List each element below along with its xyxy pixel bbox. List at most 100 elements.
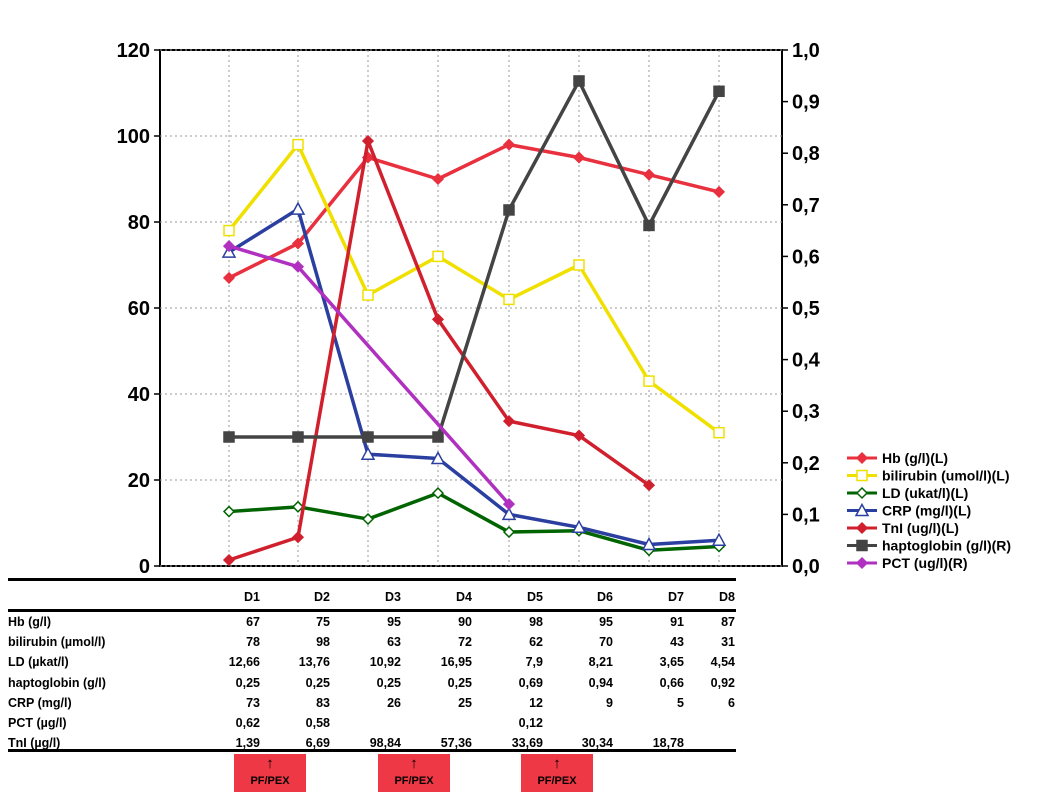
data-point [362, 431, 374, 443]
data-point [571, 519, 587, 534]
y-left-tick-label: 20 [128, 470, 150, 492]
y-right-tick-label: 0,4 [792, 350, 821, 372]
y-right-tick-label: 0,9 [792, 92, 820, 114]
data-point [502, 525, 516, 539]
table-cell: 7,9 [525, 655, 543, 670]
table-row-label: haptoglobin (g/l) [8, 675, 106, 690]
data-point [291, 500, 305, 513]
legend-label: CRP (mg/l)(L) [882, 503, 971, 519]
data-point [573, 75, 585, 87]
pf-pex-label: PF/PEX [537, 775, 577, 787]
table-cell: 73 [246, 695, 260, 710]
table-cell: 95 [387, 615, 401, 629]
table-cell: 33,69 [511, 736, 543, 751]
table-bottom-rule [8, 749, 736, 752]
table-cell: 3,65 [659, 655, 684, 670]
table-header-cell: D7 [668, 590, 684, 604]
data-point [641, 536, 657, 551]
data-point [502, 498, 516, 511]
data-point [431, 172, 445, 186]
data-point [430, 450, 446, 465]
data-point [432, 431, 444, 443]
table-cell: 16,95 [440, 655, 472, 670]
table-cell: 62 [529, 635, 543, 650]
data-point [290, 201, 306, 215]
data-point [572, 429, 586, 442]
data-point [223, 224, 235, 237]
table-row-label: CRP (mg/l) [8, 695, 72, 710]
table-cell: 0,92 [710, 675, 735, 690]
table-header-cell: D5 [527, 590, 543, 604]
data-point [432, 250, 444, 263]
y-left-tick-label: 40 [128, 384, 150, 406]
table-cell: 87 [721, 615, 735, 629]
table-cell: 0,12 [518, 716, 543, 730]
table-cell: 13,76 [298, 655, 330, 670]
data-point [713, 85, 725, 98]
y-axis-left: 0 20 40 60 80 100 120 [117, 40, 160, 578]
table-cell: 18,78 [652, 736, 684, 751]
table-cell: 43 [670, 635, 684, 650]
data-point [572, 151, 586, 164]
table-cell: 98,84 [369, 736, 401, 751]
table-cell: 98 [529, 615, 543, 629]
table-cell: 6 [728, 695, 735, 710]
table-header-cell: D3 [385, 590, 401, 604]
legend-marker [855, 521, 869, 535]
up-arrow-icon: ↑ [410, 755, 418, 772]
table-header-rule [8, 609, 736, 612]
table-cell: 12,66 [228, 655, 260, 670]
series-line-1 [227, 142, 721, 435]
table-cell: 26 [387, 695, 401, 710]
pf-pex-marker: ↑ PF/PEX [521, 754, 593, 792]
y-left-tick-label: 60 [128, 298, 150, 320]
y-left-tick-label: 0 [139, 556, 150, 578]
data-point [292, 431, 304, 443]
data-point [502, 415, 516, 428]
data-point [643, 375, 655, 387]
table-header-cell: D6 [597, 590, 613, 604]
data-point [291, 237, 305, 250]
table-cell: 70 [599, 635, 613, 650]
data-point [291, 260, 305, 273]
table-cell: 5 [677, 695, 684, 710]
table-cell: 0,25 [235, 675, 260, 690]
legend-marker [856, 469, 868, 482]
table-cell: 0,69 [518, 675, 543, 690]
data-point [222, 553, 236, 567]
y-right-tick-label: 0,8 [792, 143, 820, 165]
table-cell: 1,39 [235, 736, 260, 751]
series-group [221, 75, 727, 567]
data-point [361, 134, 375, 148]
chart: 0 20 40 60 80 100 120 0,0 0,1 0,2 0,3 0,4 0,5 0,6 0,7… [117, 40, 1011, 578]
data-point [223, 431, 235, 443]
data-point [501, 506, 517, 521]
table-cell: 0,58 [305, 716, 330, 730]
y-left-tick-label: 120 [117, 40, 150, 62]
data-point [360, 446, 376, 460]
data-point [361, 512, 375, 526]
table-header-cell: D4 [456, 590, 472, 604]
legend-label: PCT (ug/l)(R) [882, 555, 968, 571]
table-cell: 0,25 [376, 675, 401, 690]
table-cell: 0,94 [588, 675, 613, 690]
series-line-0 [228, 142, 720, 280]
y-right-tick-label: 0,6 [792, 246, 820, 268]
data-point [502, 138, 516, 151]
series-3 [221, 201, 727, 551]
series-6 [222, 240, 516, 511]
series-line-5 [229, 79, 721, 439]
table-header-cell: D8 [719, 590, 735, 604]
table-cell: 72 [458, 635, 472, 650]
table-header-cell: D2 [314, 590, 330, 604]
series-5 [223, 75, 725, 443]
up-arrow-icon: ↑ [266, 755, 274, 772]
data-point [222, 240, 236, 253]
data-point [222, 505, 236, 518]
series-line-2 [228, 491, 720, 553]
table-cell: 83 [316, 695, 330, 710]
data-point [362, 289, 374, 301]
y-right-tick-label: 0,2 [792, 453, 820, 475]
table-cell: 30,34 [581, 736, 613, 751]
legend-label: LD (ukat/l)(L) [882, 485, 968, 501]
